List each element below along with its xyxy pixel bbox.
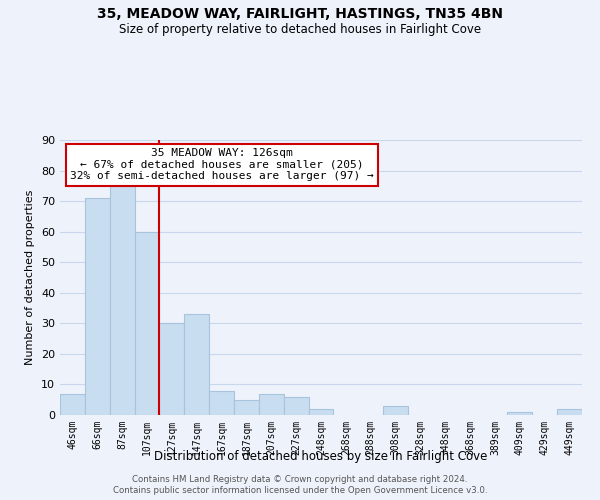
Text: 35 MEADOW WAY: 126sqm
← 67% of detached houses are smaller (205)
32% of semi-det: 35 MEADOW WAY: 126sqm ← 67% of detached … <box>70 148 374 182</box>
Text: Distribution of detached houses by size in Fairlight Cove: Distribution of detached houses by size … <box>154 450 488 463</box>
Bar <box>284 396 308 415</box>
Bar <box>209 390 234 415</box>
Bar <box>134 232 160 415</box>
Bar <box>259 394 284 415</box>
Bar <box>160 324 184 415</box>
Bar <box>60 394 85 415</box>
Bar <box>508 412 532 415</box>
Y-axis label: Number of detached properties: Number of detached properties <box>25 190 35 365</box>
Bar <box>557 409 582 415</box>
Bar <box>308 409 334 415</box>
Bar <box>85 198 110 415</box>
Bar <box>110 186 134 415</box>
Text: Size of property relative to detached houses in Fairlight Cove: Size of property relative to detached ho… <box>119 22 481 36</box>
Bar <box>184 314 209 415</box>
Text: Contains HM Land Registry data © Crown copyright and database right 2024.: Contains HM Land Registry data © Crown c… <box>132 475 468 484</box>
Text: 35, MEADOW WAY, FAIRLIGHT, HASTINGS, TN35 4BN: 35, MEADOW WAY, FAIRLIGHT, HASTINGS, TN3… <box>97 8 503 22</box>
Text: Contains public sector information licensed under the Open Government Licence v3: Contains public sector information licen… <box>113 486 487 495</box>
Bar <box>383 406 408 415</box>
Bar <box>234 400 259 415</box>
